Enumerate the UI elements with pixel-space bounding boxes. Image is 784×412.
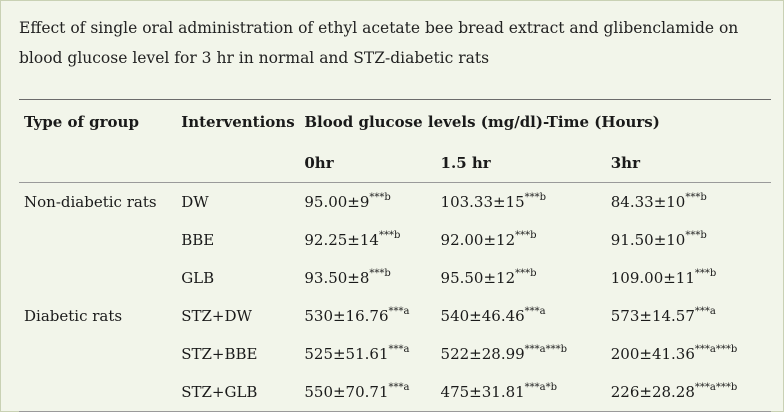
time-header-row: 0hr 1.5 hr 3hr <box>19 144 771 183</box>
value-cell-0hr: 525±51.61***a <box>304 344 410 364</box>
header-time-3hr: 3hr <box>610 154 640 172</box>
group-cell: Diabetic rats <box>24 307 123 325</box>
value-cell-3hr: 573±14.57***a <box>610 306 716 326</box>
value-cell-0hr: 93.50±8***b <box>304 268 391 288</box>
group-cell: Non-diabetic rats <box>19 182 177 221</box>
intervention-cell: STZ+GLB <box>176 373 300 412</box>
blood-glucose-table: Type of group Interventions Blood glucos… <box>19 99 771 412</box>
value-cell-3hr: 109.00±11***b <box>610 268 717 288</box>
header-time-0hr: 0hr <box>304 154 334 172</box>
intervention-cell: BBE <box>181 231 215 249</box>
header-time-1-5hr: 1.5 hr <box>440 154 491 172</box>
value-cell-3hr: 91.50±10***b <box>610 230 707 250</box>
intervention-cell: DW <box>176 182 300 221</box>
table-row: GLB 93.50±8***b 95.50±12***b 109.00±11**… <box>19 259 771 297</box>
header-type-of-group: Type of group <box>19 99 177 144</box>
value-cell-0hr: 95.00±9***b <box>299 182 436 221</box>
table-row: STZ+BBE 525±51.61***a 522±28.99***a***b … <box>19 335 771 373</box>
value-cell-0hr: 92.25±14***b <box>304 230 401 250</box>
table-row: Non-diabetic rats DW 95.00±9***b 103.33±… <box>19 182 771 221</box>
value-cell-1-5hr: 540±46.46***a <box>440 306 546 326</box>
group-cell <box>19 221 176 259</box>
table-row: BBE 92.25±14***b 92.00±12***b 91.50±10**… <box>19 221 771 259</box>
table-row: Diabetic rats STZ+DW 530±16.76***a 540±4… <box>19 297 771 335</box>
value-cell-1-5hr: 475±31.81***a*b <box>435 373 606 412</box>
group-cell <box>19 335 176 373</box>
header-interventions: Interventions <box>176 99 300 144</box>
empty-cell <box>19 144 176 183</box>
intervention-cell: STZ+DW <box>181 307 252 325</box>
intervention-cell: STZ+BBE <box>181 345 258 363</box>
value-cell-0hr: 550±70.71***a <box>299 373 436 412</box>
value-cell-0hr: 530±16.76***a <box>304 306 410 326</box>
header-blood-glucose: Blood glucose levels (mg/dl)-Time (Hours… <box>299 99 771 144</box>
value-cell-1-5hr: 92.00±12***b <box>440 230 537 250</box>
value-cell-1-5hr: 522±28.99***a***b <box>440 344 568 364</box>
value-cell-3hr: 226±28.28***a***b <box>605 373 771 412</box>
table-caption: Effect of single oral administration of … <box>19 19 739 67</box>
value-cell-3hr: 84.33±10***b <box>605 182 771 221</box>
intervention-cell: GLB <box>181 269 215 287</box>
value-cell-3hr: 200±41.36***a***b <box>610 344 738 364</box>
group-cell <box>19 259 176 297</box>
value-cell-1-5hr: 103.33±15***b <box>435 182 606 221</box>
value-cell-1-5hr: 95.50±12***b <box>440 268 537 288</box>
empty-cell <box>176 144 299 183</box>
table-row: STZ+GLB 550±70.71***a 475±31.81***a*b 22… <box>19 373 771 412</box>
group-cell <box>19 373 177 412</box>
header-row: Type of group Interventions Blood glucos… <box>19 99 771 144</box>
